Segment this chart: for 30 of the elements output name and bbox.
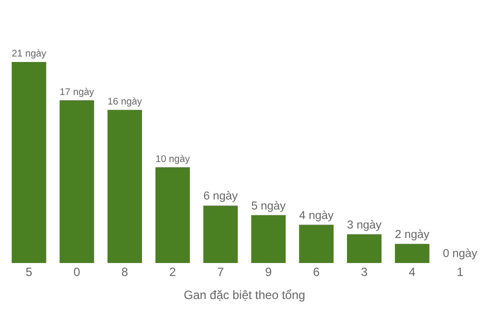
bar: [60, 100, 94, 263]
bar: [12, 62, 46, 263]
data-label: 16 ngày: [108, 96, 142, 108]
x-tick-label: 0: [74, 265, 81, 279]
x-axis-title: Gan đặc biệt theo tổng: [184, 288, 306, 302]
data-label: 17 ngày: [60, 86, 94, 98]
data-label: 6 ngày: [203, 190, 238, 203]
x-tick-label: 4: [408, 265, 416, 279]
x-tick-label: 2: [169, 265, 176, 279]
bar: [251, 215, 286, 263]
x-tick-label: 1: [456, 265, 464, 279]
bar: [155, 167, 190, 263]
bar: [203, 206, 238, 263]
data-label: 0 ngày: [442, 248, 478, 260]
x-tick-label: 6: [313, 265, 320, 279]
bar: [299, 224, 334, 263]
data-label: 10 ngày: [155, 154, 190, 165]
data-label: 3 ngày: [347, 219, 382, 232]
x-tick-label: 9: [265, 265, 272, 279]
data-label: 5 ngày: [251, 200, 286, 212]
bar: [108, 110, 142, 263]
bar: [394, 244, 430, 263]
data-label: 21 ngày: [12, 48, 46, 60]
x-tick-label: 3: [360, 265, 368, 279]
data-label: 4 ngày: [299, 210, 334, 222]
x-tick-label: 7: [217, 265, 224, 279]
data-label: 2 ngày: [394, 228, 430, 241]
x-tick-label: 5: [26, 265, 33, 279]
x-tick-label: 8: [121, 265, 128, 279]
bar: [347, 234, 382, 263]
